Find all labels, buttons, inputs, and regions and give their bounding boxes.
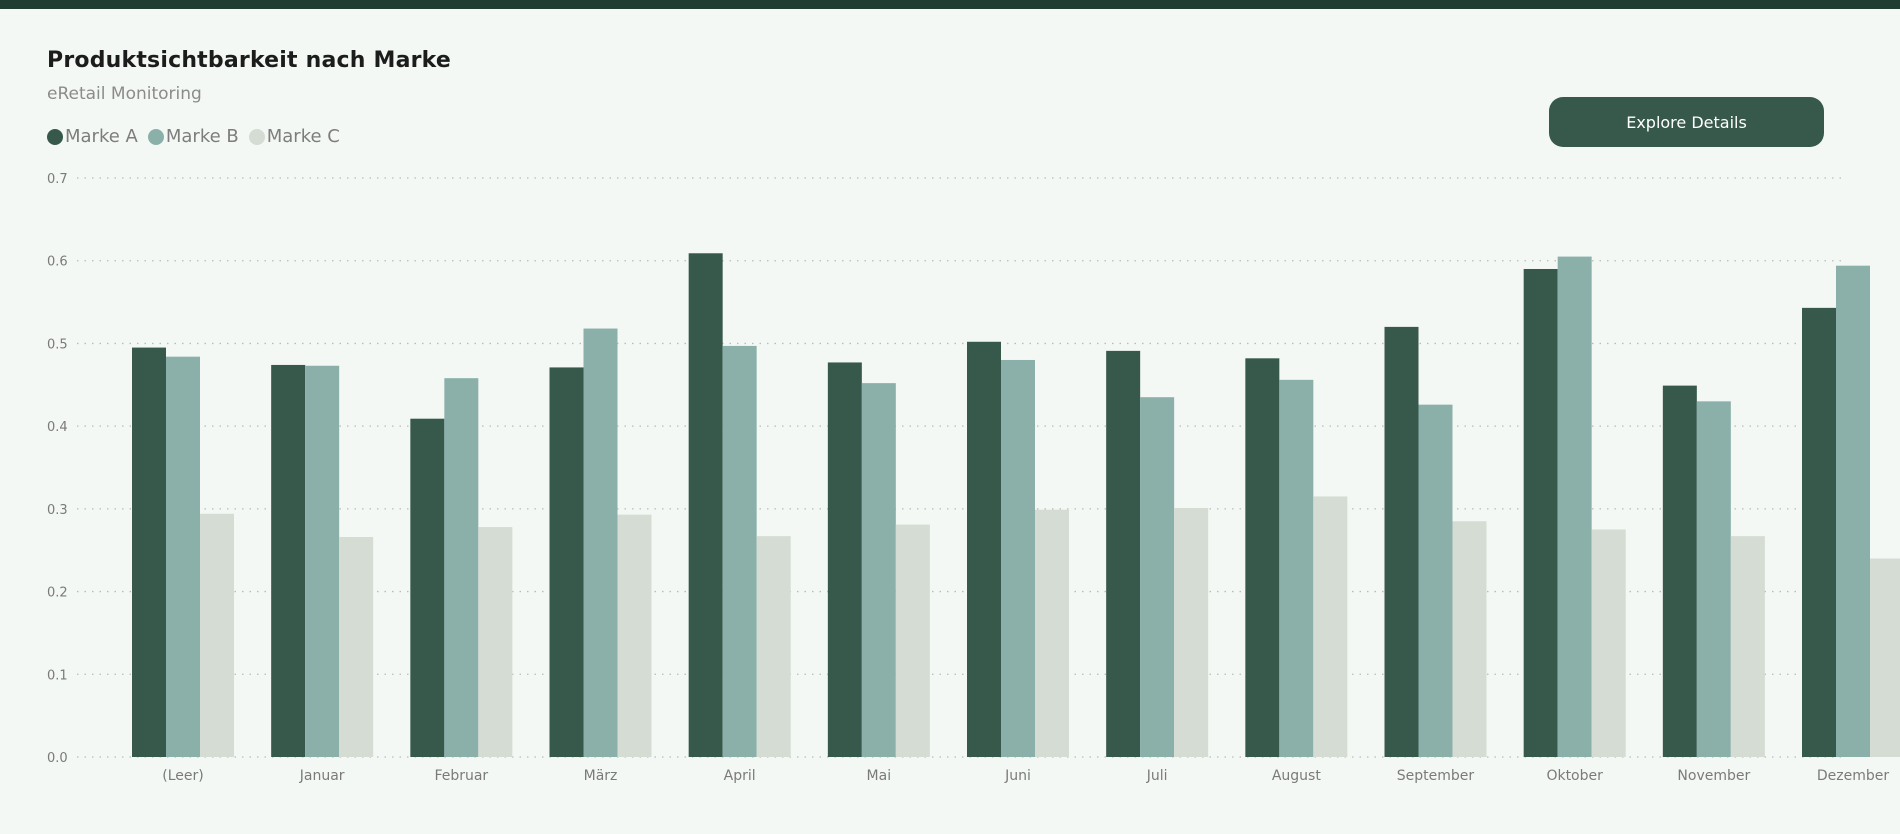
bar-marke-c xyxy=(1870,558,1900,757)
y-tick-label: 0.0 xyxy=(47,751,68,766)
bar-marke-b xyxy=(1696,401,1731,757)
bar-marke-b xyxy=(166,356,200,757)
chart-title: Produktsichtbarkeit nach Marke xyxy=(47,48,452,73)
bar-marke-c xyxy=(478,527,513,757)
bar-marke-a xyxy=(1384,326,1419,757)
bar-marke-a xyxy=(1523,268,1558,757)
x-tick-label: September xyxy=(1397,768,1475,784)
legend-item-marke-b[interactable]: Marke B xyxy=(147,126,239,147)
bar-marke-b xyxy=(444,378,479,757)
chart-subtitle: eRetail Monitoring xyxy=(47,84,202,104)
bar-marke-b xyxy=(583,328,618,757)
bar-marke-a xyxy=(688,253,723,757)
bar-marke-c xyxy=(200,513,234,757)
bar-marke-a xyxy=(827,362,862,757)
bar-marke-c xyxy=(895,524,930,757)
bar-marke-c xyxy=(1035,509,1069,757)
x-tick-label: April xyxy=(724,768,756,784)
bar-marke-b xyxy=(1140,397,1175,757)
y-tick-label: 0.1 xyxy=(47,668,68,683)
bar-marke-c xyxy=(1174,508,1209,757)
legend-swatch-marke-a xyxy=(47,128,63,145)
legend-item-marke-c[interactable]: Marke C xyxy=(248,126,340,147)
bar-marke-a xyxy=(549,367,584,757)
bar-marke-a xyxy=(271,364,306,757)
explore-details-button[interactable]: Explore Details xyxy=(1549,97,1824,147)
x-tick-label: Juli xyxy=(1146,768,1168,784)
x-tick-label: (Leer) xyxy=(162,768,203,784)
bar-marke-b xyxy=(861,383,896,757)
bar-marke-b xyxy=(1418,404,1453,757)
bar-marke-b xyxy=(1836,265,1870,757)
bar-marke-c xyxy=(756,536,791,757)
bar-marke-a xyxy=(1802,307,1836,757)
x-tick-label: Juni xyxy=(1004,768,1031,784)
y-tick-label: 0.5 xyxy=(47,337,68,352)
bar-marke-c xyxy=(617,514,652,757)
legend-swatch-marke-b xyxy=(147,128,164,145)
bar-marke-c xyxy=(1313,496,1348,757)
bar-marke-a xyxy=(1662,385,1697,757)
x-tick-label: Januar xyxy=(299,768,345,784)
y-tick-label: 0.2 xyxy=(47,586,68,601)
x-tick-label: Dezember xyxy=(1817,768,1889,784)
x-tick-label: November xyxy=(1677,768,1750,784)
y-tick-label: 0.3 xyxy=(47,503,68,518)
bar-marke-a xyxy=(1106,350,1141,757)
bar-marke-b xyxy=(305,365,340,757)
x-tick-label: Oktober xyxy=(1546,768,1603,784)
x-tick-label: Februar xyxy=(434,768,488,784)
top-accent-bar xyxy=(0,0,1900,9)
legend-item-marke-a[interactable]: Marke A xyxy=(47,126,138,147)
legend-label-marke-c: Marke C xyxy=(266,126,340,147)
bar-marke-b xyxy=(1557,256,1592,757)
bar-marke-c xyxy=(339,536,374,757)
y-tick-label: 0.7 xyxy=(47,172,68,187)
bar-marke-a xyxy=(132,347,166,757)
bar-marke-c xyxy=(1452,521,1487,757)
bar-marke-a xyxy=(410,418,445,757)
x-tick-label: August xyxy=(1272,768,1322,784)
legend-label-marke-a: Marke A xyxy=(65,126,138,147)
legend-label-marke-b: Marke B xyxy=(165,126,239,147)
x-tick-label: Mai xyxy=(867,768,892,784)
chart-legend: Marke A Marke B Marke C xyxy=(47,126,350,147)
y-tick-label: 0.6 xyxy=(47,255,68,270)
bar-marke-c xyxy=(1591,529,1626,757)
bar-marke-b xyxy=(1001,359,1035,757)
x-tick-label: März xyxy=(584,768,618,784)
legend-swatch-marke-c xyxy=(248,128,265,145)
bar-marke-b xyxy=(722,345,757,757)
bar-marke-a xyxy=(1245,358,1280,757)
bar-marke-b xyxy=(1279,379,1314,757)
y-tick-label: 0.4 xyxy=(47,420,68,435)
bar-marke-c xyxy=(1730,536,1765,757)
bar-marke-a xyxy=(967,341,1001,757)
